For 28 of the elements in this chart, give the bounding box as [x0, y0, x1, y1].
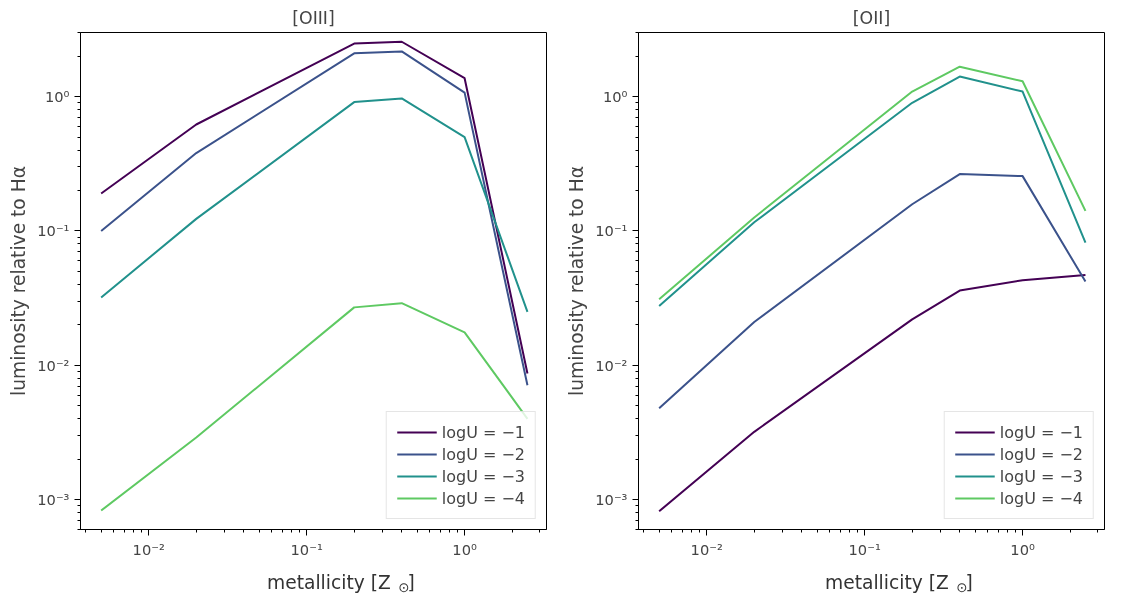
legend-label: logU = −2: [441, 444, 525, 464]
legend-label: logU = −1: [441, 422, 525, 442]
y-tick-label: 10⁰: [602, 88, 628, 106]
x-tick-label: 10⁰: [1010, 540, 1035, 558]
y-tick-label: 10⁻³: [37, 491, 70, 509]
y-tick-label: 10⁰: [44, 88, 70, 106]
legend-label: logU = −4: [999, 488, 1083, 508]
x-axis-title: metallicity [Z⊙]: [825, 572, 973, 595]
x-axis-title: metallicity [Z⊙]: [267, 572, 415, 595]
x-tick-label: 10⁰: [452, 540, 477, 558]
y-tick-label: 10⁻²: [595, 356, 628, 374]
y-tick-label: 10⁻¹: [595, 222, 628, 240]
legend-label: logU = −3: [441, 466, 525, 486]
legend-label: logU = −4: [441, 488, 525, 508]
x-tick-label: 10⁻²: [132, 540, 165, 558]
chart-title: [OIII]: [292, 7, 335, 28]
y-tick-label: 10⁻¹: [37, 222, 70, 240]
y-axis-title: luminosity relative to Hα: [566, 165, 588, 397]
y-axis-title: luminosity relative to Hα: [8, 165, 30, 397]
y-tick-label: 10⁻³: [595, 491, 628, 509]
legend-label: logU = −2: [999, 444, 1083, 464]
x-tick-label: 10⁻¹: [290, 540, 323, 558]
legend-label: logU = −3: [999, 466, 1083, 486]
x-tick-label: 10⁻²: [690, 540, 723, 558]
x-tick-label: 10⁻¹: [848, 540, 881, 558]
chart-title: [OII]: [852, 7, 891, 28]
legend-label: logU = −1: [999, 422, 1083, 442]
y-tick-label: 10⁻²: [37, 356, 70, 374]
